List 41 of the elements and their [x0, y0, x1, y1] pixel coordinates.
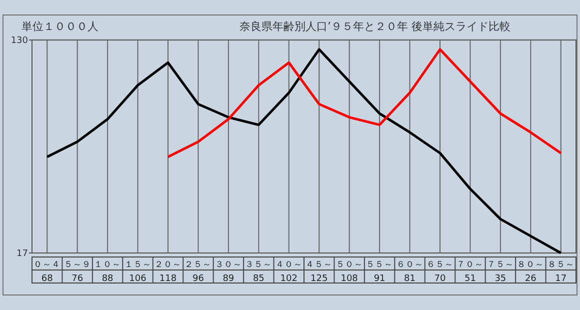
- x-tick-label: ５～９: [64, 260, 91, 270]
- x-tick-label: ７０～: [456, 260, 484, 270]
- data-label: 35: [494, 274, 506, 284]
- text: 単位１０００人: [22, 20, 98, 33]
- line-series: [46, 48, 562, 254]
- data-label: 17: [555, 274, 567, 284]
- x-tick-label: ８０～: [517, 260, 544, 270]
- data-label: 81: [404, 274, 416, 284]
- chart-title: 奈良県年齢別人口’９５年と２０年 後単純スライド比較: [240, 20, 510, 33]
- x-tick-label: ７５～: [486, 260, 514, 270]
- y-tick-label: 130: [10, 36, 28, 46]
- data-label: 88: [102, 274, 114, 284]
- x-tick-label: ６５～: [426, 260, 454, 270]
- x-tick-label: ０～４: [34, 260, 61, 270]
- x-tick-label: ６０～: [396, 260, 424, 270]
- x-tick-label: ５０～: [336, 260, 363, 270]
- data-label: 108: [340, 274, 358, 284]
- x-tick-label: ４０～: [275, 260, 302, 270]
- data-label: 89: [222, 274, 234, 284]
- data-label: 118: [159, 274, 177, 284]
- data-label: 125: [310, 274, 328, 284]
- x-tick-label: １０～: [94, 260, 122, 270]
- x-tick-label: ３５～: [245, 260, 272, 270]
- line-series: [166, 48, 562, 158]
- data-label: 51: [464, 274, 476, 284]
- data-label: 102: [280, 274, 298, 284]
- data-label: 26: [524, 274, 537, 284]
- x-tick-label: １５～: [124, 260, 152, 270]
- x-tick-label: ３０～: [214, 260, 242, 270]
- x-tick-label: ２５～: [184, 260, 212, 270]
- data-label: 85: [252, 274, 264, 284]
- data-label: 96: [192, 274, 204, 284]
- data-label: 106: [129, 274, 147, 284]
- x-tick-label: ２０～: [154, 260, 182, 270]
- x-tick-label: ８５～: [547, 260, 574, 270]
- data-label: 76: [72, 274, 84, 284]
- data-label: 91: [374, 274, 386, 284]
- data-label: 68: [41, 274, 54, 284]
- data-label: 70: [434, 274, 446, 284]
- x-tick-label: ４５～: [306, 260, 333, 270]
- x-tick-label: ５５～: [366, 260, 394, 270]
